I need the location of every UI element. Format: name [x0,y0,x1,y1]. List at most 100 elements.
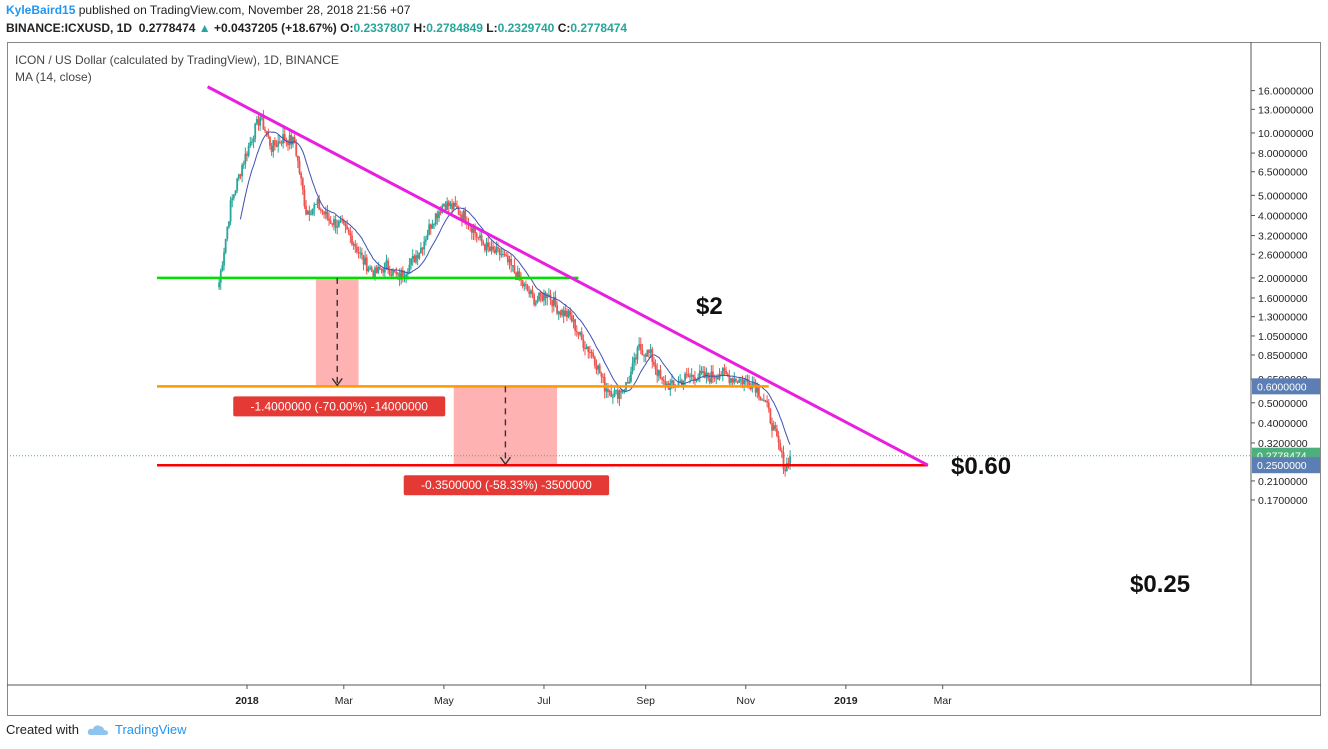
candle-body [493,249,496,253]
candle-body [700,370,703,374]
candle-body [615,389,618,391]
candle-body [470,226,473,233]
candle-body [516,271,519,281]
candle-body [315,203,317,205]
candle-body [388,270,391,276]
price-tag-025: 0.2500000 [1257,460,1307,472]
candle-body [759,396,762,400]
candle-body [716,377,719,380]
candle-body [265,130,268,134]
candle-body [296,155,299,161]
candle-body [221,265,224,271]
candle-body [538,292,540,301]
candle-body [374,267,376,278]
tradingview-brand-link[interactable]: TradingView [114,722,187,737]
candle-body [323,211,326,215]
up-arrow-icon: ▲ [198,21,211,35]
candle-body [249,142,252,146]
x-tick-label: 2018 [235,695,259,707]
candle-body [505,255,508,257]
candle-body [547,294,550,297]
candle-body [574,319,577,331]
chart-area[interactable]: 16.0000000 13.0000000 10.0000000 8.0000000 6… [7,42,1321,716]
ohlc-bar: BINANCE:ICXUSD, 1D 0.2778474 ▲ +0.043720… [6,21,627,35]
candle-body [784,469,787,472]
candle-body [605,388,608,392]
candle-body [459,214,462,216]
candle-body [736,381,739,383]
candle-body [360,252,363,256]
candle-body [326,211,329,219]
candle-body [228,221,230,227]
candle-body [475,233,478,238]
candle-body [446,201,449,211]
candle-body [534,302,537,305]
candle-body [679,380,682,382]
candle-body [579,332,581,335]
candle-body [444,203,447,211]
candle-body [772,425,775,431]
price-tag-060: 0.6000000 [1257,381,1307,393]
candle-body [349,232,352,236]
candle-body [680,380,683,386]
candle-body [400,270,403,280]
open-value: 0.2337807 [353,21,411,35]
y-tick-label: 1.0500000 [1258,331,1308,343]
candle-body [300,173,303,179]
candle-body [593,357,596,366]
candle-body [456,206,458,209]
candle-body [254,123,257,139]
candle-body [762,399,765,401]
candle-body [713,377,716,379]
candle-body [607,388,609,393]
candle-body [687,374,690,377]
candle-body [758,387,760,397]
candle-body [510,259,513,266]
candle-body [484,244,486,251]
candle-body [536,300,539,303]
price-chart[interactable]: 16.0000000 13.0000000 10.0000000 8.0000000 6… [7,42,1321,716]
candle-body [582,339,585,348]
candle-body [359,252,362,254]
candle-body [336,226,339,228]
candle-body [731,378,734,383]
candle-body [329,220,332,224]
candle-body [723,368,726,371]
candle-body [413,256,416,263]
candle-body [346,226,348,230]
candle-body [621,389,624,393]
y-tick-label: 0.5000000 [1258,398,1308,410]
candle-body [767,402,770,409]
candle-body [598,365,601,374]
y-tick-label: 0.8500000 [1258,350,1308,362]
y-tick-label: 3.2000000 [1258,231,1308,243]
drop-label-1-bg [233,396,446,417]
candle-body [684,373,686,381]
candle-body [411,256,414,259]
candle-body [685,373,688,375]
candle-body [610,391,613,397]
candle-body [490,246,493,251]
candle-body [333,219,335,225]
candle-body [283,134,286,141]
candle-body [244,153,247,164]
candle-body [577,332,580,335]
candle-body [324,211,327,215]
candle-body [287,140,289,146]
candle-body [485,242,488,251]
author-link[interactable]: KyleBaird15 [6,3,76,17]
candle-body [439,211,442,213]
candle-body [525,284,527,286]
y-tick-label: 2.0000000 [1258,273,1308,285]
tradingview-cloud-icon [87,724,108,735]
candle-body [308,210,311,215]
label-level-2: $2 [696,293,723,320]
candle-body [682,380,685,386]
candle-body [585,346,588,349]
candle-body [529,290,532,294]
ma-line [239,131,791,445]
candle-body [351,235,353,245]
candle-body [398,273,401,280]
candle-body [589,351,591,353]
change-value: +0.0437205 (+18.67%) [214,21,337,35]
